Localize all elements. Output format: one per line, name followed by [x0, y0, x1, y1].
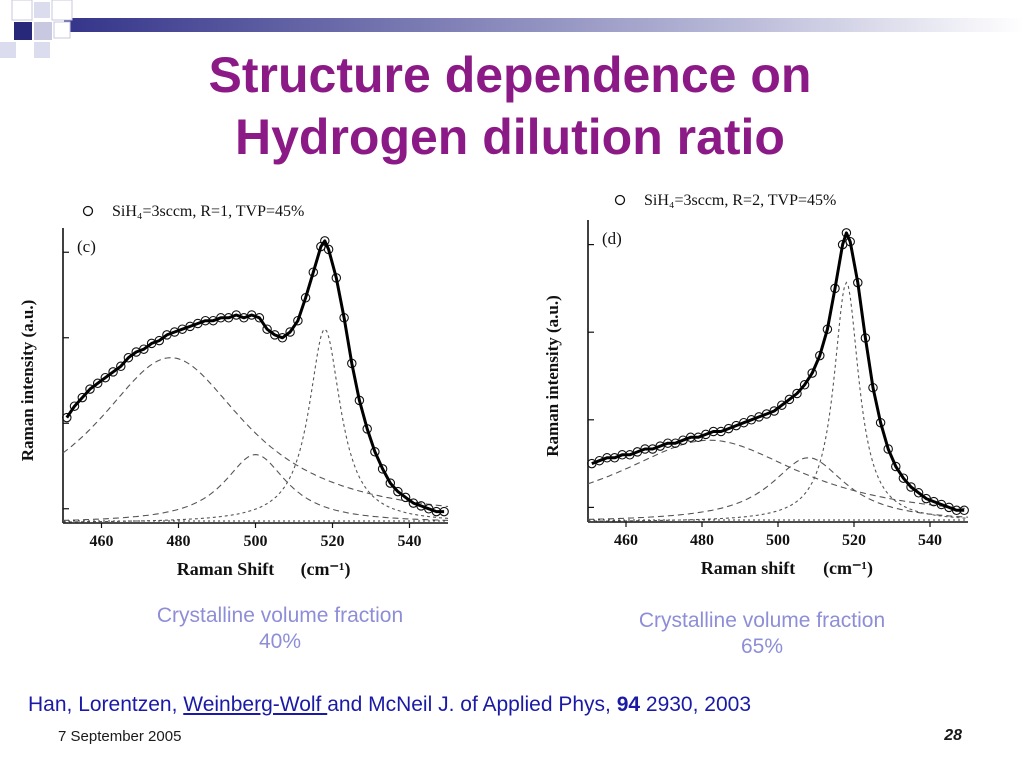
chart0-x-label: Raman Shift	[177, 559, 275, 579]
chart0-x-tick-label-480: 480	[167, 533, 191, 550]
citation-authors-end: and McNeil J. of Applied Phys,	[327, 693, 617, 716]
chart1-data-point	[807, 368, 817, 378]
chart0-fit-total	[65, 239, 445, 514]
footer-date: 7 September 2005	[58, 728, 182, 745]
chart1-data-point	[898, 473, 909, 483]
chart1-data-point	[777, 400, 787, 410]
chart0-data-point	[77, 392, 88, 403]
chart0-data-point	[400, 492, 411, 503]
slide-title: Structure dependence on Hydrogen dilutio…	[208, 47, 812, 165]
caption-left-line2: 40%	[258, 630, 302, 653]
chart1-legend-marker	[614, 194, 626, 206]
chart1-fit-crystalline	[588, 281, 969, 522]
chart1-x-label-unit: (cm⁻¹)	[823, 558, 873, 579]
chart0-fit-crystalline	[62, 328, 449, 523]
chart1-data-point	[799, 380, 810, 390]
chart0-x-tick-label-500: 500	[244, 533, 268, 550]
chart0-legend-marker	[82, 205, 94, 217]
chart0-data-point	[123, 352, 134, 363]
chart1-y-label: Raman intensity (a.u.)	[543, 295, 562, 457]
chart1-x-tick-label-520: 520	[842, 532, 866, 549]
chart0-data-point	[320, 236, 330, 246]
chart0-panel-label: (c)	[77, 237, 96, 256]
chart0-data-point	[62, 412, 72, 423]
chart0-data-point	[385, 478, 396, 488]
caption-right-line2: 65%	[740, 635, 784, 658]
chart1-fit-total	[591, 231, 965, 512]
chart1-panel-label: (d)	[602, 229, 622, 248]
chart1-x-tick-label-540: 540	[918, 532, 942, 549]
caption-left-line1: Crystalline volume fraction	[156, 604, 404, 627]
chart0-x-tick-label-520: 520	[321, 533, 345, 550]
citation-pages-year: 2930, 2003	[640, 693, 751, 716]
chart1-fit-amorphous	[587, 439, 969, 510]
chart0-data-point	[262, 324, 272, 334]
author-link[interactable]: Weinberg-Wolf	[183, 693, 328, 716]
chart0-x-tick-label-540: 540	[398, 533, 422, 550]
chart0-fit-intermediate	[62, 454, 449, 521]
chart1-x-tick-label-500: 500	[766, 532, 790, 549]
chart0-data-point	[108, 367, 118, 377]
chart1-data-point	[906, 482, 916, 492]
chart0-legend-label: SiH₄=3sccm, R=1, TVP=45%	[112, 203, 304, 220]
chart0-data-point	[100, 372, 111, 383]
raman-chart-left: 460 480 500 520 540 SiH₄=3sccm, R=1, TVP=45% (…	[18, 203, 449, 580]
chart0-data-point	[69, 401, 80, 411]
chart1-data-point	[792, 388, 802, 399]
chart1-data-point	[784, 394, 795, 405]
caption-left: Crystalline volume fraction 40%	[110, 603, 450, 655]
chart1-data-point	[891, 461, 901, 472]
chart0-data-point	[377, 464, 388, 474]
chart0-fit-amorphous	[62, 357, 449, 508]
chart0-y-label: Raman intensity (a.u.)	[18, 300, 37, 462]
chart1-fit-intermediate	[587, 457, 969, 520]
citation: Han, Lorentzen, Weinberg-Wolf and McNeil…	[28, 693, 1008, 717]
chart1-legend-label: SiH₄=3sccm, R=2, TVP=45%	[644, 192, 836, 209]
chart0-data-point	[393, 486, 403, 497]
raman-chart-right: 460 480 500 520 540 SiH₄=3sccm, R=2, TVP=45% (…	[543, 192, 969, 579]
caption-right-line1: Crystalline volume fraction	[638, 609, 886, 632]
chart0-data-point	[285, 327, 295, 337]
chart0-x-tick-label-460: 460	[90, 533, 114, 550]
chart0-data-point	[85, 384, 95, 394]
page-number: 28	[944, 727, 962, 744]
chart1-x-tick-label-480: 480	[690, 532, 714, 549]
chart0-x-label-unit: (cm⁻¹)	[301, 559, 351, 580]
citation-volume: 94	[616, 693, 641, 716]
chart0-data-point	[116, 361, 126, 372]
caption-right: Crystalline volume fraction 65%	[592, 608, 932, 660]
chart1-x-tick-label-460: 460	[614, 532, 638, 549]
corner-decoration	[0, 0, 1024, 58]
chart1-data-point	[769, 406, 779, 416]
chart0-data-point	[92, 378, 103, 389]
citation-authors-start: Han, Lorentzen,	[28, 693, 184, 716]
chart1-data-point	[913, 488, 924, 498]
chart1-x-label: Raman shift	[701, 558, 796, 578]
